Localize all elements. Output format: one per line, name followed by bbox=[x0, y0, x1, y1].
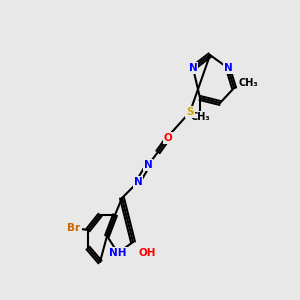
Text: NH: NH bbox=[109, 248, 127, 258]
Text: CH₃: CH₃ bbox=[190, 112, 210, 122]
Text: N: N bbox=[224, 63, 232, 73]
Text: S: S bbox=[186, 107, 194, 117]
Text: N: N bbox=[144, 160, 152, 170]
Text: O: O bbox=[164, 133, 172, 143]
Text: N: N bbox=[134, 177, 142, 187]
Text: OH: OH bbox=[138, 248, 156, 258]
Text: CH₃: CH₃ bbox=[238, 78, 258, 88]
Text: Br: Br bbox=[68, 223, 81, 233]
Text: N: N bbox=[189, 63, 197, 73]
